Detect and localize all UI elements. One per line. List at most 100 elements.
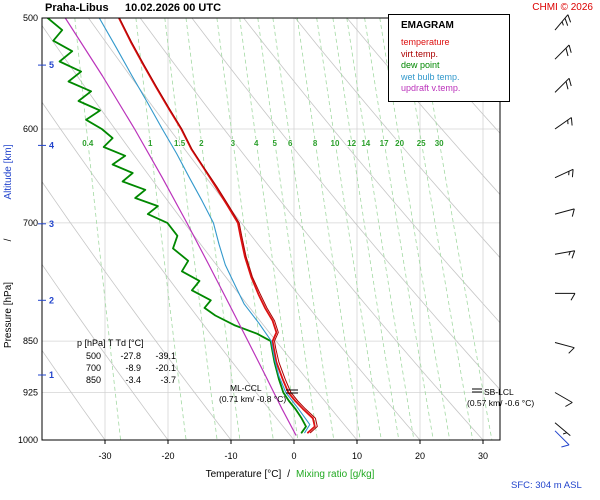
mixing-ratio-line: [239, 18, 299, 440]
dry-adiabat: [42, 181, 232, 440]
table-pressure-value: 500: [86, 351, 101, 361]
curve-virt_temp: [119, 18, 318, 434]
dry-adiabat: [42, 349, 106, 440]
dry-adiabat: [42, 101, 295, 440]
wind-barb-staff: [554, 168, 574, 179]
y-axis-altitude-label: Altitude [km]: [3, 144, 14, 199]
wind-barb-feather: [564, 18, 569, 26]
mixing-ratio-label: 12: [347, 139, 356, 148]
pressure-tick-label: 700: [23, 218, 38, 228]
wind-barb-staff: [554, 342, 575, 349]
mixing-ratio-label: 14: [361, 139, 370, 148]
dry-adiabat: [243, 18, 500, 324]
wind-barb-half-feather: [561, 21, 564, 26]
pressure-tick-label: 500: [23, 13, 38, 23]
plot-frame: [41, 17, 501, 441]
sounding-curves: [46, 18, 318, 436]
mixing-ratio-line: [332, 18, 400, 440]
wind-barb-feather: [568, 78, 572, 87]
grid-layer: [42, 17, 500, 441]
wind-barb-feather: [565, 48, 569, 57]
mixing-ratio-line: [296, 18, 361, 440]
table-pressure-value: 850: [86, 375, 101, 385]
mixing-ratio-line: [364, 18, 434, 440]
wind-barb-feather: [570, 293, 576, 301]
altitude-tick-label: 5: [49, 60, 54, 70]
wind-barb-feather: [571, 208, 575, 217]
legend-item-virt-temp: virt.temp.: [401, 48, 439, 59]
station-name: Praha-Libus: [45, 2, 109, 14]
wind-barb-feather: [565, 402, 573, 407]
mixing-ratio-label: 0.4: [82, 139, 94, 148]
mixing-ratio-line: [185, 18, 241, 440]
sb-lcl-label: SB-LCL: [484, 387, 514, 397]
pressure-tick-label: 925: [23, 388, 38, 398]
wind-barb-staff: [554, 44, 570, 60]
pressure-tick-label: 850: [23, 336, 38, 346]
mixing-ratio-line: [164, 18, 218, 440]
legend-item-updraft-vtemp: updraft v.temp.: [401, 83, 461, 93]
y-axis-pressure-label: Pressure [hPa]: [3, 282, 14, 348]
table-pressure-value: 700: [86, 363, 101, 373]
mixing-ratio-line: [400, 18, 474, 440]
mixing-ratio-label: 2: [199, 139, 204, 148]
dry-adiabat: [88, 18, 421, 440]
wind-barb-feather: [571, 250, 576, 259]
wind-barb-feather: [567, 14, 572, 23]
altitude-tick-label: 1: [49, 370, 54, 380]
dry-adiabat-layer: [42, 18, 600, 440]
x-axis-mixing-ratio-label: Mixing ratio [g/kg]: [296, 469, 375, 480]
wind-barb-staff: [554, 392, 573, 403]
dry-adiabat: [294, 18, 500, 259]
x-tick-label: -10: [224, 451, 237, 461]
dry-adiabat: [398, 18, 500, 134]
x-axis-label: Temperature [°C] / Mixing ratio [g/kg]: [120, 469, 460, 480]
table-temp-value: -8.9: [125, 363, 141, 373]
wind-barb-feather: [570, 117, 573, 126]
mixing-ratio-label: 4: [254, 139, 259, 148]
mixing-ratio-label: 25: [417, 139, 426, 148]
ml-ccl-values: (0.71 km/ -0.8 °C): [219, 394, 286, 404]
wind-barb-feather: [568, 44, 572, 53]
dry-adiabat: [42, 263, 169, 440]
wind-barb-staff: [554, 430, 570, 446]
mixing-ratio-line: [257, 18, 318, 440]
wind-barb-staff: [554, 117, 572, 130]
table-dewpoint-value: -39.1: [155, 351, 176, 361]
x-tick-label: 30: [478, 451, 488, 461]
mixing-ratio-label: 10: [331, 139, 340, 148]
curve-temperature: [118, 18, 316, 434]
altitude-tick-label: 3: [49, 219, 54, 229]
altitude-tick-label: 4: [49, 140, 54, 150]
curve-wet_bulb: [98, 18, 311, 434]
mixing-ratio-label: 3: [231, 139, 236, 148]
wind-barb-feather: [561, 444, 570, 448]
mixing-ratio-label: 1.5: [174, 139, 186, 148]
wind-barb-feather: [568, 347, 575, 354]
sounding-datetime: 10.02.2026 00 UTC: [125, 2, 222, 14]
table-dewpoint-value: -20.1: [155, 363, 176, 373]
x-axis-label-separator: /: [287, 469, 291, 480]
x-tick-label: -30: [98, 451, 111, 461]
mixing-ratio-line: [316, 18, 382, 440]
wind-barb-staff: [554, 208, 575, 215]
wind-barb-staff: [554, 14, 569, 31]
dry-adiabat: [502, 18, 600, 440]
table-temp-value: -27.8: [120, 351, 141, 361]
copyright: CHMI © 2026: [532, 2, 593, 13]
wind-barb-feather: [571, 169, 574, 178]
wind-barb-feather: [565, 81, 569, 90]
legend: EMAGRAM temperature virt.temp. dew point…: [388, 14, 510, 102]
dry-adiabat: [346, 18, 500, 196]
x-axis-temperature-label: Temperature [°C]: [205, 469, 282, 480]
x-tick-label: 20: [415, 451, 425, 461]
curve-updraft_v_temp: [64, 18, 297, 436]
wind-barb-staff: [554, 422, 571, 436]
legend-item-wet-bulb: wet bulb temp.: [401, 71, 460, 82]
mixing-ratio-label: 30: [435, 139, 444, 148]
wind-barb-column: [554, 14, 576, 448]
mixing-ratio-line: [418, 18, 493, 440]
mixing-ratio-line: [346, 18, 415, 440]
